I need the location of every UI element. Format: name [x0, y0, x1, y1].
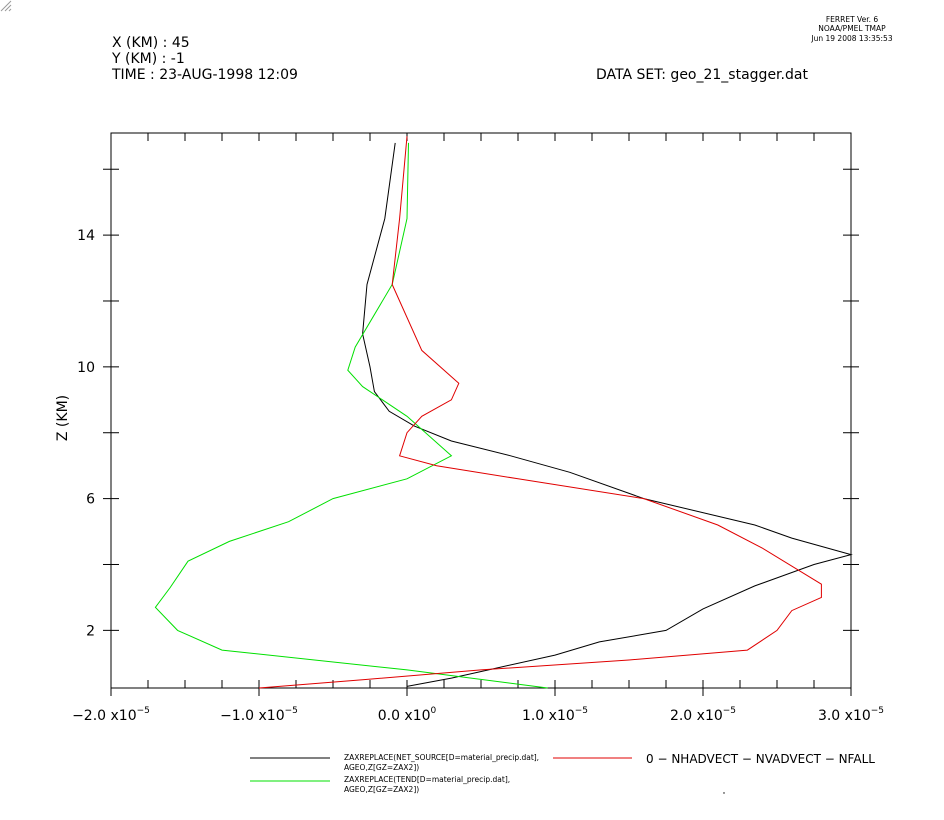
- ferret-date-label: Jun 19 2008 13:35:53: [811, 34, 893, 43]
- x-tick-label: 3.0 x10−5: [818, 706, 884, 724]
- x-tick-label: 1.0 x10−5: [522, 706, 588, 724]
- x-tick-label: 0.0 x100: [378, 706, 437, 724]
- legend-label: 0 − NHADVECT − NVADVECT − NFALL: [646, 752, 875, 766]
- y-tick-label: 2: [86, 623, 95, 639]
- legend-label: AGEO,Z[GZ=ZAX2]): [344, 785, 419, 794]
- resize-grip-icon[interactable]: [0, 0, 12, 12]
- stray-dot: [723, 792, 725, 794]
- y-tick-label: 6: [86, 492, 95, 508]
- legend-label: AGEO,Z[GZ=ZAX2]): [344, 763, 419, 772]
- plot-frame: [110, 132, 852, 689]
- y-tick-labels: 2 6 10 14: [77, 228, 95, 639]
- dataset-label: DATA SET: geo_21_stagger.dat: [596, 67, 808, 83]
- y-tick-label: 14: [77, 228, 95, 244]
- time-label: TIME : 23-AUG-1998 12:09: [112, 67, 298, 83]
- legend-label: ZAXREPLACE(NET_SOURCE[D=material_precip.…: [344, 753, 539, 762]
- x-tick-label: 2.0 x10−5: [670, 706, 736, 724]
- y-coordinate-label: Y (KM) : -1: [112, 51, 185, 67]
- x-tick-label: −1.0 x10−5: [220, 706, 298, 724]
- series-line-black: [362, 142, 853, 687]
- ferret-org-label: NOAA/PMEL TMAP: [818, 24, 886, 33]
- legend: ZAXREPLACE(NET_SOURCE[D=material_precip.…: [250, 752, 875, 794]
- series-line-red: [258, 136, 822, 689]
- x-tick-labels: −2.0 x10−5 −1.0 x10−5 0.0 x100 1.0 x10−5 2.0…: [72, 706, 884, 724]
- ferret-version-label: FERRET Ver. 6: [825, 15, 879, 24]
- x-tick-label: −2.0 x10−5: [72, 706, 150, 724]
- axis-ticks: [103, 133, 859, 696]
- y-tick-label: 10: [77, 360, 95, 376]
- series-line-green: [154, 142, 548, 689]
- y-axis-label: Z (KM): [55, 395, 71, 441]
- x-coordinate-label: X (KM) : 45: [112, 35, 190, 51]
- data-series: [154, 136, 853, 689]
- legend-label: ZAXREPLACE(TEND[D=material_precip.dat],: [344, 775, 510, 784]
